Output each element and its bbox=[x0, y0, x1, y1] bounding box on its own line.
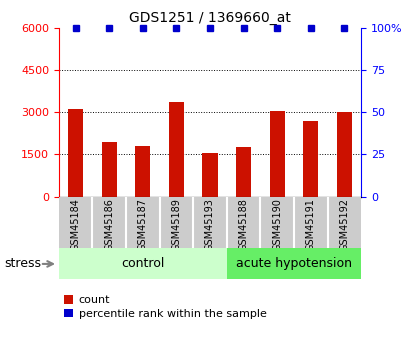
Text: GSM45192: GSM45192 bbox=[339, 198, 349, 251]
Title: GDS1251 / 1369660_at: GDS1251 / 1369660_at bbox=[129, 11, 291, 25]
Text: GSM45189: GSM45189 bbox=[171, 198, 181, 251]
Bar bbox=[202, 153, 218, 197]
Text: GSM45190: GSM45190 bbox=[272, 198, 282, 251]
Text: GSM45193: GSM45193 bbox=[205, 198, 215, 251]
Bar bbox=[337, 112, 352, 197]
Bar bbox=[303, 121, 318, 197]
Bar bbox=[135, 146, 150, 197]
Bar bbox=[270, 111, 285, 197]
Text: GSM45186: GSM45186 bbox=[104, 198, 114, 251]
Text: stress: stress bbox=[4, 257, 41, 270]
Bar bbox=[68, 109, 83, 197]
Bar bbox=[227, 248, 361, 279]
Text: GSM45184: GSM45184 bbox=[71, 198, 81, 251]
Legend: count, percentile rank within the sample: count, percentile rank within the sample bbox=[64, 295, 267, 319]
Text: GSM45188: GSM45188 bbox=[239, 198, 249, 251]
Bar bbox=[59, 248, 227, 279]
Bar bbox=[169, 102, 184, 197]
Text: acute hypotension: acute hypotension bbox=[236, 257, 352, 270]
Bar bbox=[102, 142, 117, 197]
Text: GSM45187: GSM45187 bbox=[138, 198, 148, 251]
Text: control: control bbox=[121, 257, 165, 270]
Bar bbox=[236, 147, 251, 197]
Text: GSM45191: GSM45191 bbox=[306, 198, 316, 251]
